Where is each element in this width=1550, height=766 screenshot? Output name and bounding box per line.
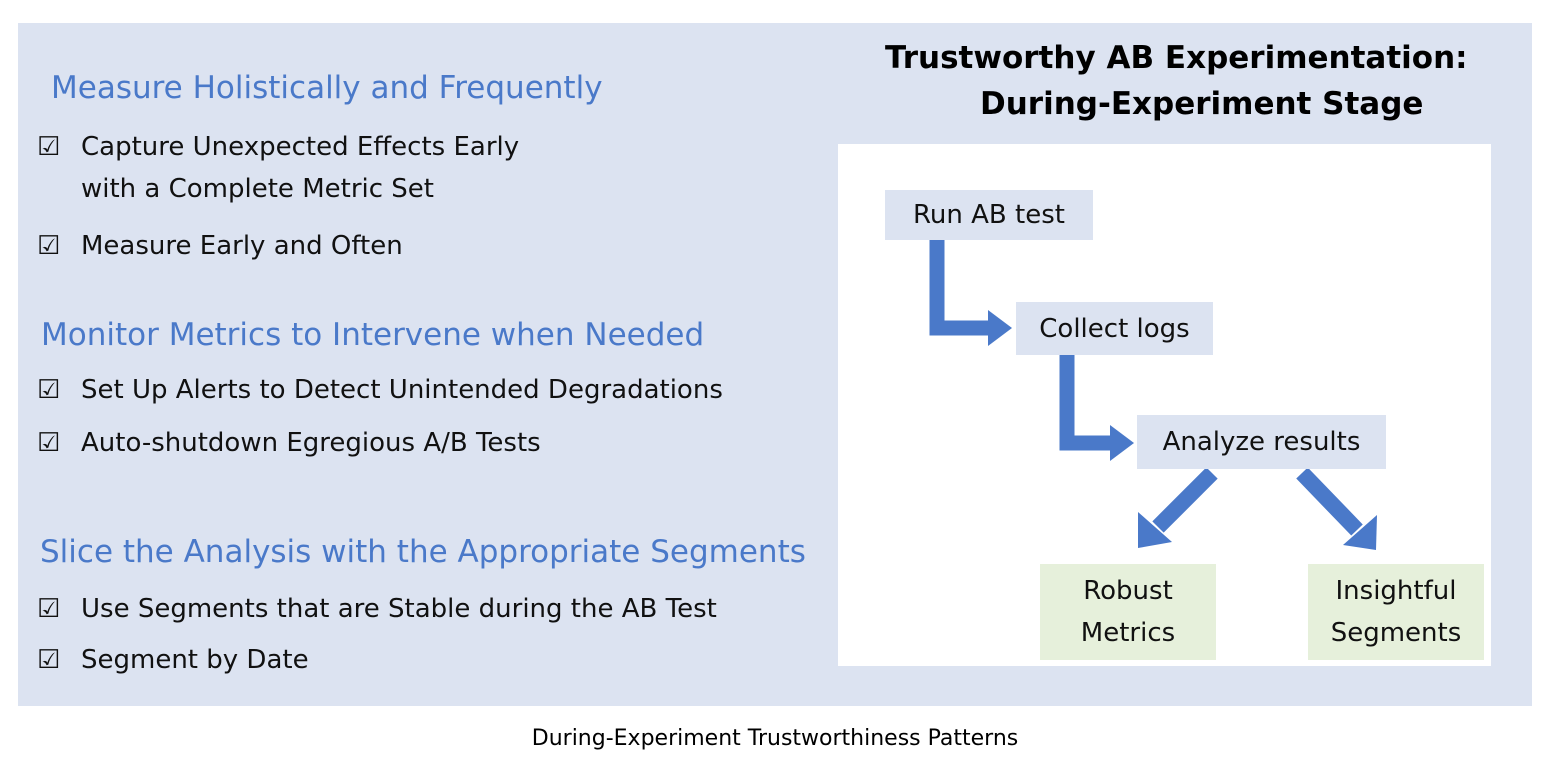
arrow-run-to-collect [929, 240, 990, 336]
checkbox-icon: ☑ [37, 645, 61, 675]
outcome-line: Insightful [1335, 576, 1457, 606]
section-heading-slice: Slice the Analysis with the Appropriate … [40, 534, 806, 570]
check-item-line: with a Complete Metric Set [81, 174, 434, 204]
diagram-title-line1: Trustworthy AB Experimentation: [885, 40, 1468, 76]
arrow-head-analyze-to-robust [1138, 512, 1172, 548]
outcome-line: Robust [1083, 576, 1173, 606]
outcome-robust-metrics: Robust Metrics [1040, 564, 1216, 660]
arrow-analyze-to-insightful [1296, 467, 1363, 536]
arrow-head-analyze-to-insightful [1343, 515, 1377, 550]
check-item-text: Capture Unexpected Effects Early with a … [81, 126, 519, 210]
arrow-analyze-to-robust [1152, 467, 1218, 533]
outcome-insightful-segments: Insightful Segments [1308, 564, 1484, 660]
check-item-text: Segment by Date [81, 645, 309, 675]
outcome-line: Segments [1330, 618, 1462, 648]
check-item-line: Capture Unexpected Effects Early [81, 132, 520, 162]
checkbox-icon: ☑ [37, 231, 61, 261]
arrow-head-run-to-collect [988, 310, 1012, 346]
checkbox-icon: ☑ [37, 594, 61, 624]
arrow-collect-to-analyze [1059, 355, 1112, 451]
section-heading-measure: Measure Holistically and Frequently [51, 70, 603, 106]
step-run-ab-test: Run AB test [885, 190, 1093, 240]
check-item-text: Use Segments that are Stable during the … [81, 594, 717, 624]
section-heading-monitor: Monitor Metrics to Intervene when Needed [41, 317, 705, 353]
step-analyze-results: Analyze results [1137, 415, 1386, 469]
checkbox-icon: ☑ [37, 375, 61, 405]
arrow-head-collect-to-analyze [1110, 425, 1134, 461]
step-collect-logs: Collect logs [1016, 302, 1213, 355]
figure-caption: During-Experiment Trustworthiness Patter… [531, 726, 1019, 751]
diagram-title-line2: During-Experiment Stage [980, 86, 1424, 122]
check-item-text: Set Up Alerts to Detect Unintended Degra… [81, 375, 723, 405]
checkbox-icon: ☑ [37, 428, 61, 458]
check-item-text: Measure Early and Often [81, 231, 403, 261]
check-item-text: Auto-shutdown Egregious A/B Tests [81, 428, 541, 458]
checkbox-icon: ☑ [37, 132, 61, 162]
outcome-line: Metrics [1080, 618, 1176, 648]
